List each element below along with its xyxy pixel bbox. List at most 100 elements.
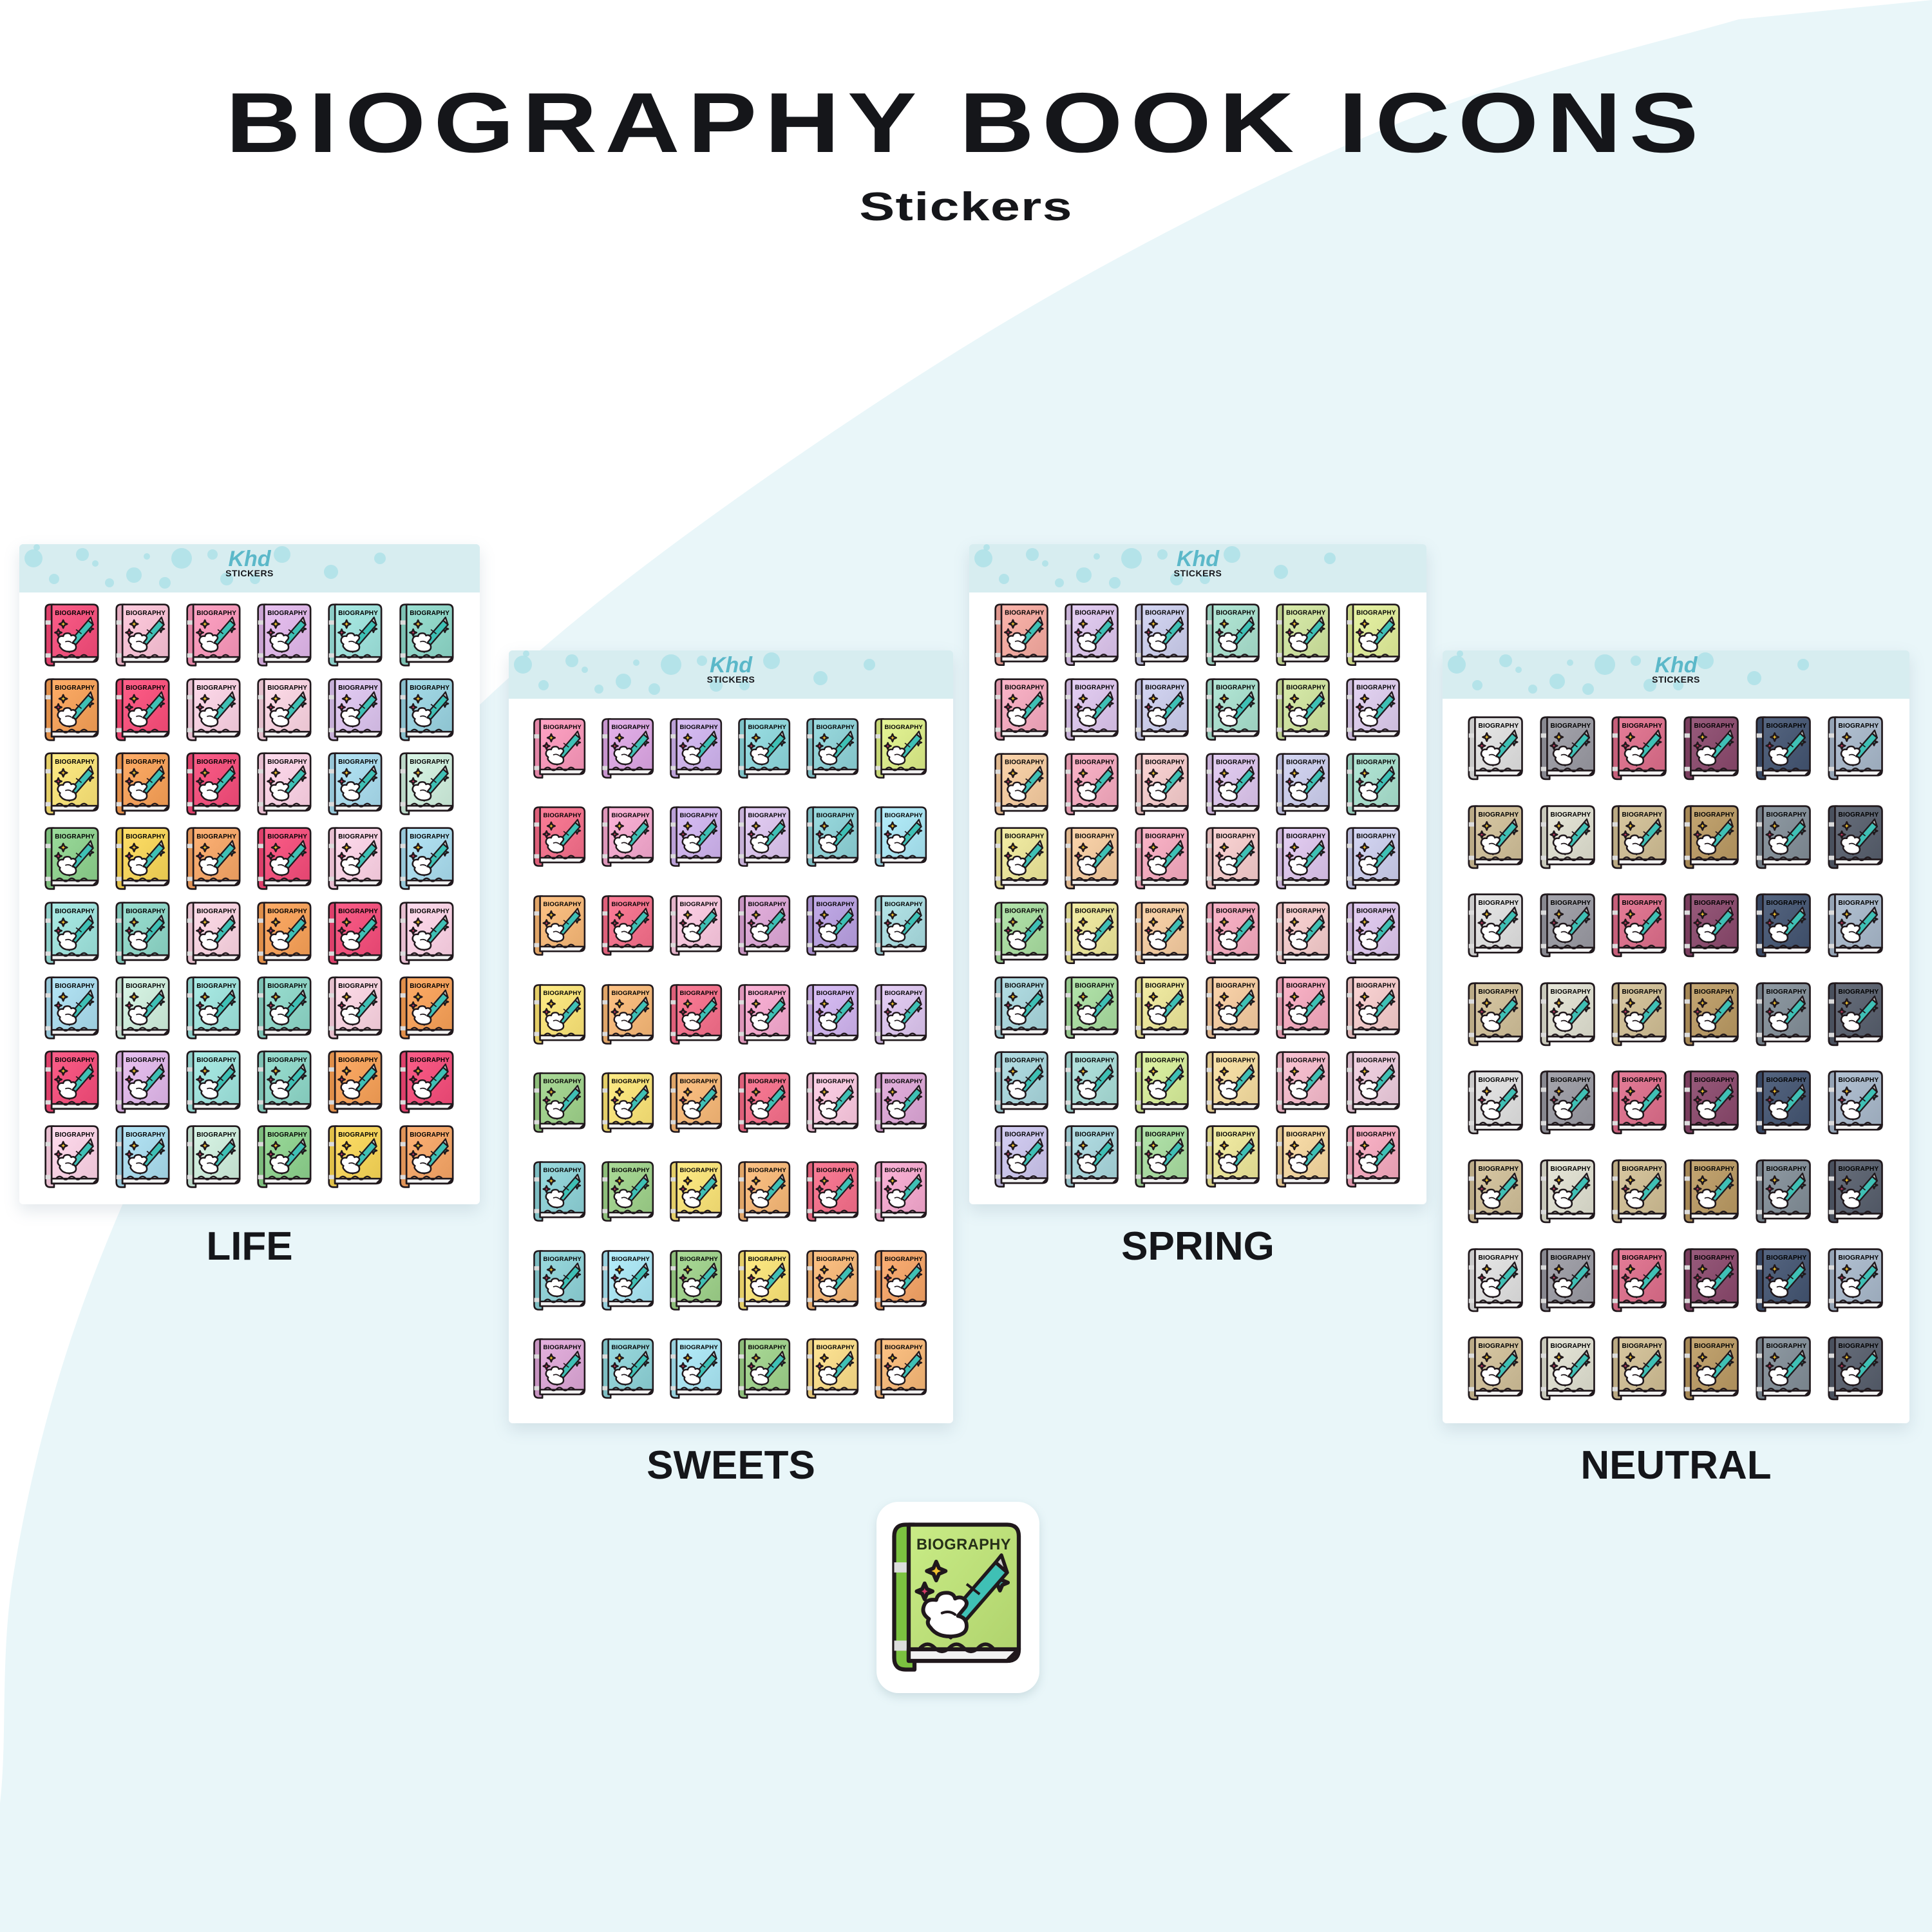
svg-text:BIOGRAPHY: BIOGRAPHY: [1005, 1132, 1045, 1139]
svg-text:BIOGRAPHY: BIOGRAPHY: [1478, 1255, 1519, 1262]
svg-text:BIOGRAPHY: BIOGRAPHY: [196, 759, 236, 766]
svg-text:BIOGRAPHY: BIOGRAPHY: [1550, 723, 1591, 730]
svg-text:BIOGRAPHY: BIOGRAPHY: [885, 1078, 923, 1085]
svg-text:BIOGRAPHY: BIOGRAPHY: [410, 759, 450, 766]
svg-text:BIOGRAPHY: BIOGRAPHY: [1766, 1166, 1807, 1173]
svg-text:BIOGRAPHY: BIOGRAPHY: [885, 901, 923, 908]
svg-text:BIOGRAPHY: BIOGRAPHY: [1145, 610, 1185, 617]
svg-text:BIOGRAPHY: BIOGRAPHY: [1075, 908, 1115, 915]
svg-text:BIOGRAPHY: BIOGRAPHY: [1478, 900, 1519, 907]
svg-text:BIOGRAPHY: BIOGRAPHY: [1550, 1343, 1591, 1350]
svg-text:BIOGRAPHY: BIOGRAPHY: [55, 684, 95, 691]
svg-text:BIOGRAPHY: BIOGRAPHY: [1622, 1077, 1663, 1084]
svg-text:BIOGRAPHY: BIOGRAPHY: [1356, 1132, 1396, 1139]
svg-text:BIOGRAPHY: BIOGRAPHY: [1478, 723, 1519, 730]
svg-text:BIOGRAPHY: BIOGRAPHY: [1766, 1077, 1807, 1084]
svg-text:BIOGRAPHY: BIOGRAPHY: [267, 684, 307, 691]
svg-text:BIOGRAPHY: BIOGRAPHY: [1839, 1343, 1879, 1350]
svg-text:BIOGRAPHY: BIOGRAPHY: [885, 724, 923, 731]
svg-text:BIOGRAPHY: BIOGRAPHY: [1356, 908, 1396, 915]
svg-text:BIOGRAPHY: BIOGRAPHY: [1005, 833, 1045, 840]
svg-text:BIOGRAPHY: BIOGRAPHY: [817, 990, 855, 997]
svg-text:BIOGRAPHY: BIOGRAPHY: [916, 1537, 1011, 1553]
svg-text:BIOGRAPHY: BIOGRAPHY: [1622, 723, 1663, 730]
svg-text:BIOGRAPHY: BIOGRAPHY: [1766, 1255, 1807, 1262]
svg-text:BIOGRAPHY: BIOGRAPHY: [1145, 685, 1185, 692]
svg-text:BIOGRAPHY: BIOGRAPHY: [1145, 983, 1185, 990]
svg-text:BIOGRAPHY: BIOGRAPHY: [748, 1167, 787, 1174]
svg-text:BIOGRAPHY: BIOGRAPHY: [1216, 610, 1256, 617]
svg-text:BIOGRAPHY: BIOGRAPHY: [267, 1132, 307, 1139]
svg-text:BIOGRAPHY: BIOGRAPHY: [267, 833, 307, 840]
svg-text:BIOGRAPHY: BIOGRAPHY: [544, 724, 582, 731]
svg-text:BIOGRAPHY: BIOGRAPHY: [1286, 908, 1326, 915]
svg-text:BIOGRAPHY: BIOGRAPHY: [680, 724, 719, 731]
svg-text:BIOGRAPHY: BIOGRAPHY: [1550, 900, 1591, 907]
svg-text:BIOGRAPHY: BIOGRAPHY: [410, 908, 450, 915]
svg-text:BIOGRAPHY: BIOGRAPHY: [748, 1078, 787, 1085]
svg-text:BIOGRAPHY: BIOGRAPHY: [1550, 989, 1591, 996]
svg-text:BIOGRAPHY: BIOGRAPHY: [1839, 1255, 1879, 1262]
svg-text:BIOGRAPHY: BIOGRAPHY: [885, 1167, 923, 1174]
svg-text:BIOGRAPHY: BIOGRAPHY: [1694, 1077, 1735, 1084]
svg-text:BIOGRAPHY: BIOGRAPHY: [1839, 723, 1879, 730]
svg-text:BIOGRAPHY: BIOGRAPHY: [885, 990, 923, 997]
svg-text:BIOGRAPHY: BIOGRAPHY: [817, 1078, 855, 1085]
svg-text:BIOGRAPHY: BIOGRAPHY: [1356, 610, 1396, 617]
svg-text:BIOGRAPHY: BIOGRAPHY: [339, 1057, 379, 1064]
svg-text:BIOGRAPHY: BIOGRAPHY: [748, 901, 787, 908]
svg-text:BIOGRAPHY: BIOGRAPHY: [1694, 1166, 1735, 1173]
svg-text:BIOGRAPHY: BIOGRAPHY: [267, 1057, 307, 1064]
svg-text:BIOGRAPHY: BIOGRAPHY: [817, 1344, 855, 1351]
svg-text:BIOGRAPHY: BIOGRAPHY: [126, 982, 166, 989]
svg-text:BIOGRAPHY: BIOGRAPHY: [1839, 1077, 1879, 1084]
svg-text:BIOGRAPHY: BIOGRAPHY: [612, 1344, 650, 1351]
svg-text:BIOGRAPHY: BIOGRAPHY: [1145, 1057, 1185, 1064]
svg-text:BIOGRAPHY: BIOGRAPHY: [1005, 908, 1045, 915]
svg-text:BIOGRAPHY: BIOGRAPHY: [1075, 983, 1115, 990]
svg-text:BIOGRAPHY: BIOGRAPHY: [1216, 759, 1256, 766]
svg-text:BIOGRAPHY: BIOGRAPHY: [1766, 811, 1807, 819]
svg-text:BIOGRAPHY: BIOGRAPHY: [126, 1132, 166, 1139]
svg-text:BIOGRAPHY: BIOGRAPHY: [544, 812, 582, 819]
svg-text:BIOGRAPHY: BIOGRAPHY: [1622, 1343, 1663, 1350]
svg-text:BIOGRAPHY: BIOGRAPHY: [1478, 811, 1519, 819]
svg-text:BIOGRAPHY: BIOGRAPHY: [1145, 908, 1185, 915]
svg-text:BIOGRAPHY: BIOGRAPHY: [748, 1255, 787, 1262]
svg-text:BIOGRAPHY: BIOGRAPHY: [339, 610, 379, 617]
svg-text:BIOGRAPHY: BIOGRAPHY: [196, 1057, 236, 1064]
svg-text:BIOGRAPHY: BIOGRAPHY: [1075, 1057, 1115, 1064]
svg-text:BIOGRAPHY: BIOGRAPHY: [339, 833, 379, 840]
svg-text:BIOGRAPHY: BIOGRAPHY: [410, 1057, 450, 1064]
svg-text:BIOGRAPHY: BIOGRAPHY: [1216, 1132, 1256, 1139]
svg-text:BIOGRAPHY: BIOGRAPHY: [1356, 759, 1396, 766]
svg-text:BIOGRAPHY: BIOGRAPHY: [885, 812, 923, 819]
svg-text:BIOGRAPHY: BIOGRAPHY: [1766, 1343, 1807, 1350]
svg-text:BIOGRAPHY: BIOGRAPHY: [612, 1255, 650, 1262]
svg-text:BIOGRAPHY: BIOGRAPHY: [1145, 1132, 1185, 1139]
svg-text:BIOGRAPHY: BIOGRAPHY: [1286, 1057, 1326, 1064]
svg-text:BIOGRAPHY: BIOGRAPHY: [544, 1344, 582, 1351]
svg-text:BIOGRAPHY: BIOGRAPHY: [1145, 759, 1185, 766]
svg-text:BIOGRAPHY: BIOGRAPHY: [1216, 908, 1256, 915]
svg-text:BIOGRAPHY: BIOGRAPHY: [1839, 1166, 1879, 1173]
svg-text:BIOGRAPHY: BIOGRAPHY: [612, 1167, 650, 1174]
svg-text:BIOGRAPHY: BIOGRAPHY: [817, 812, 855, 819]
svg-text:BIOGRAPHY: BIOGRAPHY: [680, 901, 719, 908]
svg-text:BIOGRAPHY: BIOGRAPHY: [1839, 811, 1879, 819]
svg-text:BIOGRAPHY: BIOGRAPHY: [55, 1132, 95, 1139]
svg-text:BIOGRAPHY: BIOGRAPHY: [612, 990, 650, 997]
svg-text:BIOGRAPHY: BIOGRAPHY: [1286, 1132, 1326, 1139]
svg-text:BIOGRAPHY: BIOGRAPHY: [1622, 900, 1663, 907]
svg-text:BIOGRAPHY: BIOGRAPHY: [1356, 1057, 1396, 1064]
svg-text:BIOGRAPHY: BIOGRAPHY: [748, 1344, 787, 1351]
svg-text:BIOGRAPHY: BIOGRAPHY: [680, 1167, 719, 1174]
svg-text:BIOGRAPHY: BIOGRAPHY: [267, 982, 307, 989]
svg-text:BIOGRAPHY: BIOGRAPHY: [1216, 685, 1256, 692]
svg-text:BIOGRAPHY: BIOGRAPHY: [1005, 610, 1045, 617]
svg-text:BIOGRAPHY: BIOGRAPHY: [1075, 685, 1115, 692]
svg-text:BIOGRAPHY: BIOGRAPHY: [544, 1078, 582, 1085]
svg-text:BIOGRAPHY: BIOGRAPHY: [55, 833, 95, 840]
svg-text:BIOGRAPHY: BIOGRAPHY: [1075, 759, 1115, 766]
svg-text:BIOGRAPHY: BIOGRAPHY: [339, 759, 379, 766]
